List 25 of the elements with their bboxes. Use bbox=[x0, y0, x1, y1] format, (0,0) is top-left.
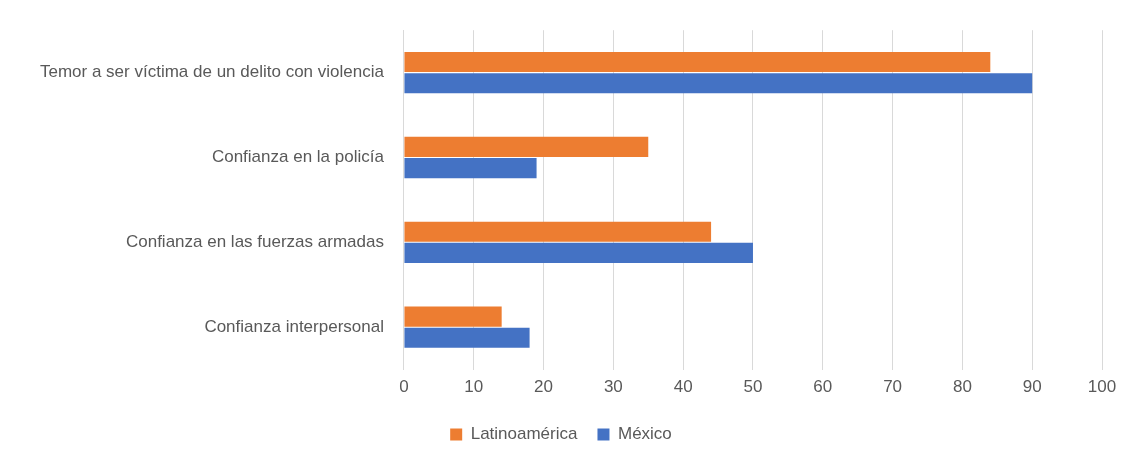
x-tick-label: 100 bbox=[1087, 377, 1117, 397]
x-tick-label: 90 bbox=[1022, 377, 1042, 397]
bar bbox=[404, 327, 530, 348]
x-tick-label: 80 bbox=[952, 377, 972, 397]
bar bbox=[404, 158, 537, 179]
bar bbox=[404, 221, 712, 242]
x-tick-label: 60 bbox=[813, 377, 833, 397]
x-tick-label: 10 bbox=[464, 377, 484, 397]
legend-label: México bbox=[617, 424, 672, 444]
bar bbox=[404, 73, 1033, 94]
x-tick-label: 70 bbox=[883, 377, 903, 397]
x-tick-label: 30 bbox=[603, 377, 623, 397]
y-tick-label: Temor a ser víctima de un delito con violencia bbox=[39, 62, 385, 82]
bar bbox=[404, 242, 753, 264]
x-tick-label: 0 bbox=[399, 377, 409, 397]
x-tick-label: 50 bbox=[743, 377, 763, 397]
y-tick-label: Confianza interpersonal bbox=[204, 316, 384, 336]
x-tick-label: 40 bbox=[673, 377, 693, 397]
bar bbox=[404, 306, 502, 327]
y-tick-label: Confianza en las fuerzas armadas bbox=[125, 232, 384, 252]
bar bbox=[404, 51, 991, 73]
legend-label: Latinoamérica bbox=[470, 424, 579, 444]
x-tick-label: 20 bbox=[534, 377, 554, 397]
y-tick-label: Confianza en la policía bbox=[211, 147, 385, 167]
bar bbox=[404, 136, 649, 157]
